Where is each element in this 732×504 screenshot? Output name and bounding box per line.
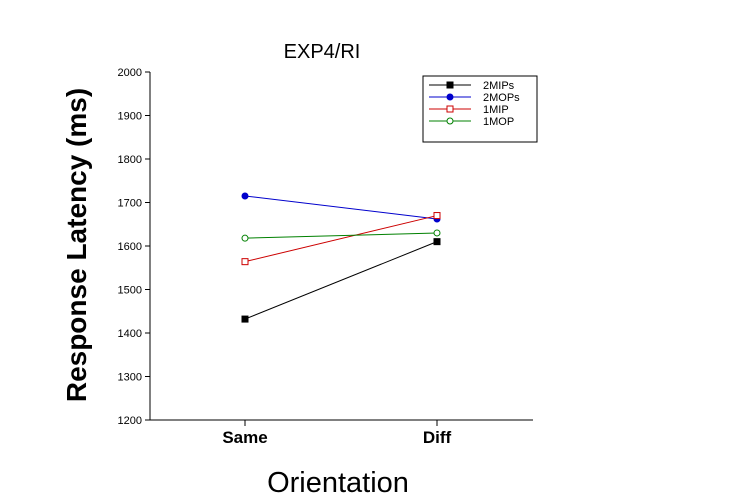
y-tick-label: 1900 [118,111,142,123]
legend-label: 1MOP [483,116,514,128]
y-tick-label: 1200 [118,415,142,427]
axes: 1200 1300 1400 1500 1600 1700 1800 1900 2000 Same… [118,67,533,447]
series-2mips [241,238,441,323]
data-point [433,212,441,220]
y-axis-label: Response Latency (ms) [61,88,92,402]
series-line [244,195,438,220]
legend-label: 2MOPs [483,92,520,104]
data-point [241,315,249,323]
data-point [241,258,249,266]
x-tick-label: Diff [423,428,452,447]
legend-entry: 1MIP [429,104,509,116]
series-line [244,215,438,263]
legend-entry: 2MOPs [429,92,520,104]
data-point [433,229,441,237]
legend-swatch-marker [446,81,454,89]
y-tick-label: 1700 [118,198,142,210]
chart-title: EXP4/RI [284,41,361,63]
series-line [244,241,438,320]
legend-entry: 1MOP [429,116,514,128]
y-tick-label: 1500 [118,285,142,297]
y-tick-label: 1600 [118,241,142,253]
y-tick-label: 1800 [118,154,142,166]
series-1mip [241,212,441,266]
legend-swatch-marker [446,93,454,101]
series-layer [241,192,441,323]
series-2mops [241,192,441,223]
y-tick-label: 1400 [118,328,142,340]
x-tick-label: Same [222,428,267,447]
y-tick-label: 2000 [118,67,142,79]
legend-entry: 2MIPs [429,80,515,92]
data-point [433,238,441,246]
legend-swatch-marker [446,117,454,125]
x-axis-label: Orientation [267,467,409,499]
y-tick-label: 1300 [118,372,142,384]
data-point [241,234,249,242]
series-1mop [241,229,441,242]
data-point [241,192,249,200]
legend-swatch-marker [446,105,454,113]
series-line [244,232,438,239]
legend-label: 2MIPs [483,80,515,92]
legend-label: 1MIP [483,104,509,116]
